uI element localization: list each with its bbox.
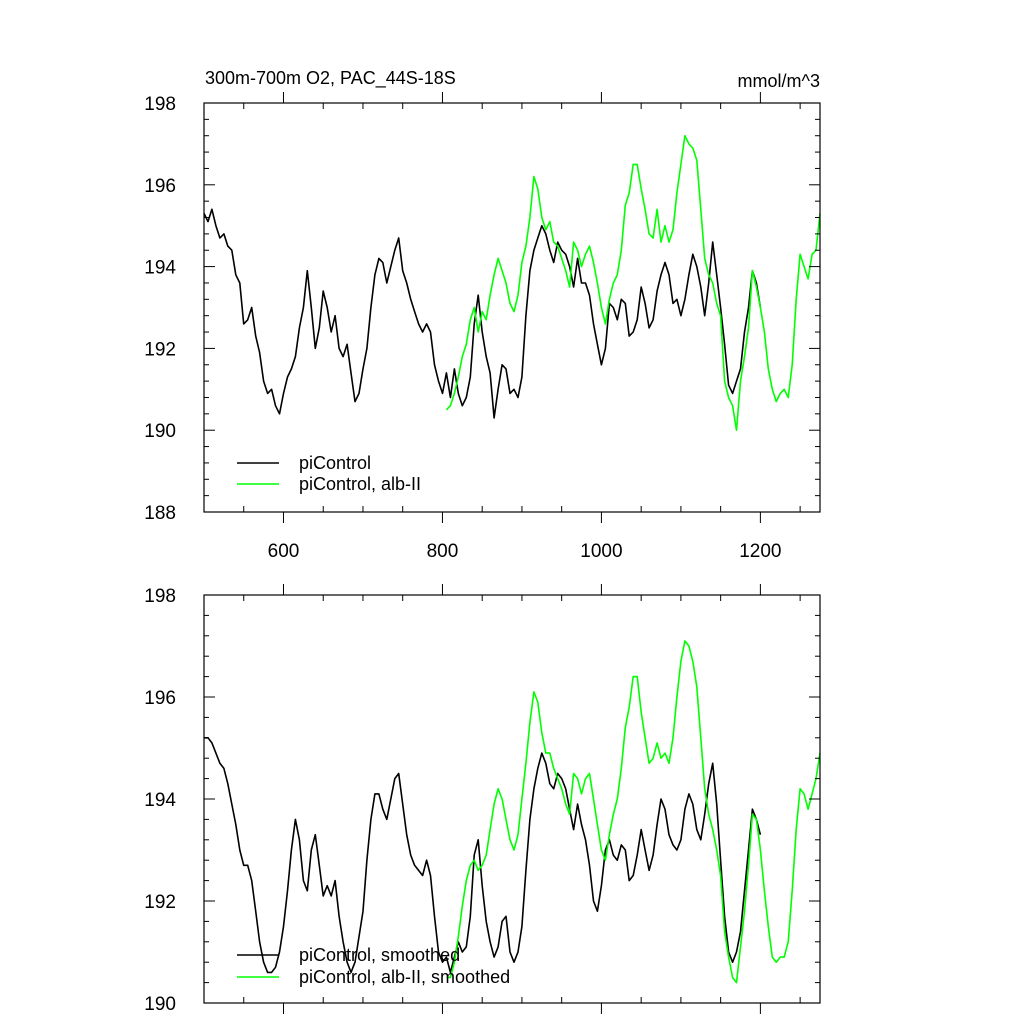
legend-label: piControl, alb-II, smoothed [299,967,510,987]
series-line-alb-ii [446,640,821,984]
y-tick-label: 196 [144,176,176,197]
legend-label: piControl [299,453,371,473]
units-label: mmol/m^3 [738,71,820,91]
bottom-panel: 190 192 194 196 198 piControl, smoothedpiCont… [144,584,821,1015]
x-tick-label: 1000 [580,541,622,562]
y-tick-label: 192 [144,339,176,360]
series-line-picontrol [203,208,762,419]
y-tick-label: 188 [144,503,176,524]
y-tick-label: 198 [144,94,176,115]
y-tick-label: 196 [144,688,176,709]
x-tick-label: 1200 [739,541,781,562]
plot-frame [203,102,821,513]
y-tick-label: 194 [144,790,176,811]
y-tick-label: 190 [144,421,176,442]
x-tick-label: 600 [268,541,300,562]
x-tick-label: 800 [427,541,459,562]
top-panel: 188 190 192 194 196 198 600 800 1000 1200 piContro… [144,92,821,562]
series-line-picontrol [204,736,762,974]
y-tick-label: 192 [144,892,176,913]
y-tick-label: 194 [144,258,176,279]
y-tick-label: 198 [144,586,176,607]
chart-title: 300m-700m O2, PAC_44S-18S [205,68,456,89]
legend-label: piControl, alb-II [299,474,421,494]
y-tick-label: 190 [144,994,176,1015]
legend-label: piControl, smoothed [299,945,460,965]
series-line-alb-ii [445,134,821,432]
